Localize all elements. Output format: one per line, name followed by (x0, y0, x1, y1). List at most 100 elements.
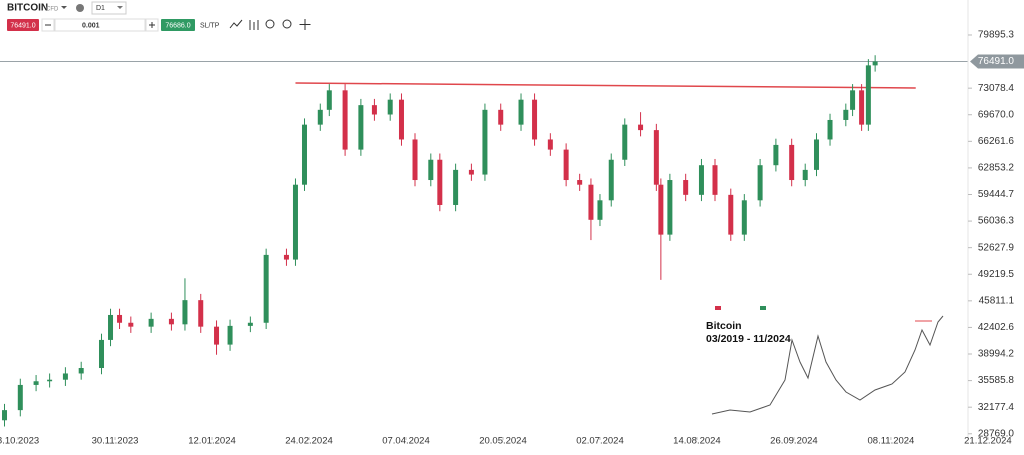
sell-price: 76491.0 (10, 22, 35, 29)
y-tick-label: 69670.0 (978, 109, 1015, 120)
candle-body (47, 379, 53, 382)
candle-icon[interactable] (249, 20, 259, 30)
x-tick-label: 30.11.2023 (92, 436, 139, 447)
candle-body (859, 90, 865, 125)
candle-body (850, 90, 856, 110)
candle-body (608, 159, 614, 201)
toolbar: BITCOIN CFD D1 76491.0 0.001 76686.0 SL/… (0, 0, 330, 36)
candle-body (865, 65, 871, 125)
y-tick-label: 32177.4 (978, 402, 1015, 413)
volume: 0.001 (82, 22, 100, 29)
y-tick-label: 56036.3 (978, 216, 1015, 227)
candle-body (827, 119, 833, 140)
candle-body (317, 109, 323, 125)
candle-body (712, 165, 718, 195)
y-tick-label: 45811.1 (979, 295, 1015, 306)
x-tick-label: 08.11.2024 (868, 436, 915, 447)
candle-body (802, 169, 808, 181)
candle-body (588, 184, 594, 220)
candle-body (622, 124, 628, 160)
candle-body (658, 184, 664, 235)
plot-area (0, 55, 968, 427)
crosshair-icon[interactable] (299, 19, 311, 30)
candle-body (498, 109, 504, 125)
candle-body (813, 139, 819, 170)
candle-body (468, 169, 474, 175)
inset-subtitle: 03/2019 - 11/2024 (706, 333, 791, 345)
info-icon[interactable] (76, 4, 84, 12)
y-tick-label: 73078.4 (978, 83, 1015, 94)
x-tick-label: 12.01.2024 (188, 436, 236, 447)
y-tick-label: 49219.5 (978, 269, 1015, 280)
candle-body (757, 165, 763, 201)
symbol[interactable]: BITCOIN (7, 3, 48, 14)
timeframe-select[interactable] (91, 1, 127, 15)
candle-body (283, 254, 289, 260)
candle-body (653, 130, 659, 185)
candle-body (117, 314, 123, 323)
candle-body (667, 180, 673, 235)
x-tick-label: 26.09.2024 (770, 436, 818, 447)
candle-body (698, 165, 704, 195)
y-tick-label: 62853.2 (978, 163, 1015, 174)
x-tick-label: 24.02.2024 (285, 436, 333, 447)
candle-body (638, 124, 644, 131)
candle-body (789, 144, 795, 181)
candle-body (547, 139, 553, 150)
x-tick-label: 14.08.2024 (673, 436, 721, 447)
inset-icon (715, 306, 721, 310)
price-axis-bg (968, 0, 1024, 450)
zoom-in-icon[interactable] (282, 19, 292, 29)
candle-body (78, 368, 84, 374)
candle-body (358, 105, 364, 150)
candle-body (326, 90, 332, 110)
candle-body (453, 169, 459, 205)
inset-title: Bitcoin (706, 320, 742, 332)
candle-body (2, 410, 8, 421)
x-tick-label: 20.05.2024 (479, 436, 527, 447)
candle-body (227, 325, 233, 345)
candle-body (292, 184, 298, 260)
dropdown-icon[interactable] (61, 6, 67, 9)
zoom-out-icon[interactable] (265, 19, 275, 29)
sltp-button[interactable]: SL/TP (200, 22, 220, 29)
candle-body (532, 99, 538, 140)
sell-button[interactable] (7, 19, 39, 31)
y-tick-label: 35585.8 (978, 375, 1015, 386)
candle-body (728, 194, 734, 235)
y-tick-label: 66261.6 (978, 136, 1015, 147)
resistance-line (295, 82, 916, 89)
y-tick-label: 28769.0 (978, 428, 1015, 439)
candle-body (33, 381, 39, 385)
dropdown-icon (117, 6, 123, 9)
candle-body (168, 318, 174, 325)
candle-body (412, 139, 418, 181)
buy-button[interactable] (161, 19, 195, 31)
candle-body (398, 99, 404, 140)
inset-bg (700, 298, 968, 430)
candle-body (387, 99, 393, 115)
volume-input[interactable] (54, 18, 146, 32)
y-tick-label: 79895.3 (978, 30, 1015, 41)
inset: Bitcoin 03/2019 - 11/2024 (700, 298, 968, 430)
candle-body (843, 109, 849, 120)
candle-body (301, 124, 307, 185)
y-tick-label: 38994.2 (978, 349, 1015, 360)
price-tag-label: 76491.0 (978, 56, 1015, 67)
line-tool-icon[interactable] (229, 19, 243, 29)
candle-body (872, 61, 878, 66)
candle-body (683, 180, 689, 195)
candle-body (428, 159, 434, 181)
candle-body (342, 90, 348, 150)
candle-body (182, 300, 188, 325)
y-tick-label: 42402.6 (978, 322, 1015, 333)
candle-body (108, 314, 114, 340)
y-tick-label: 52627.9 (978, 242, 1015, 253)
inset-icon (760, 306, 766, 310)
inset-line (711, 315, 944, 415)
candle-body (773, 144, 779, 166)
candle-body (247, 322, 253, 326)
candle-body (62, 373, 68, 380)
buy-price: 76686.0 (165, 22, 190, 29)
